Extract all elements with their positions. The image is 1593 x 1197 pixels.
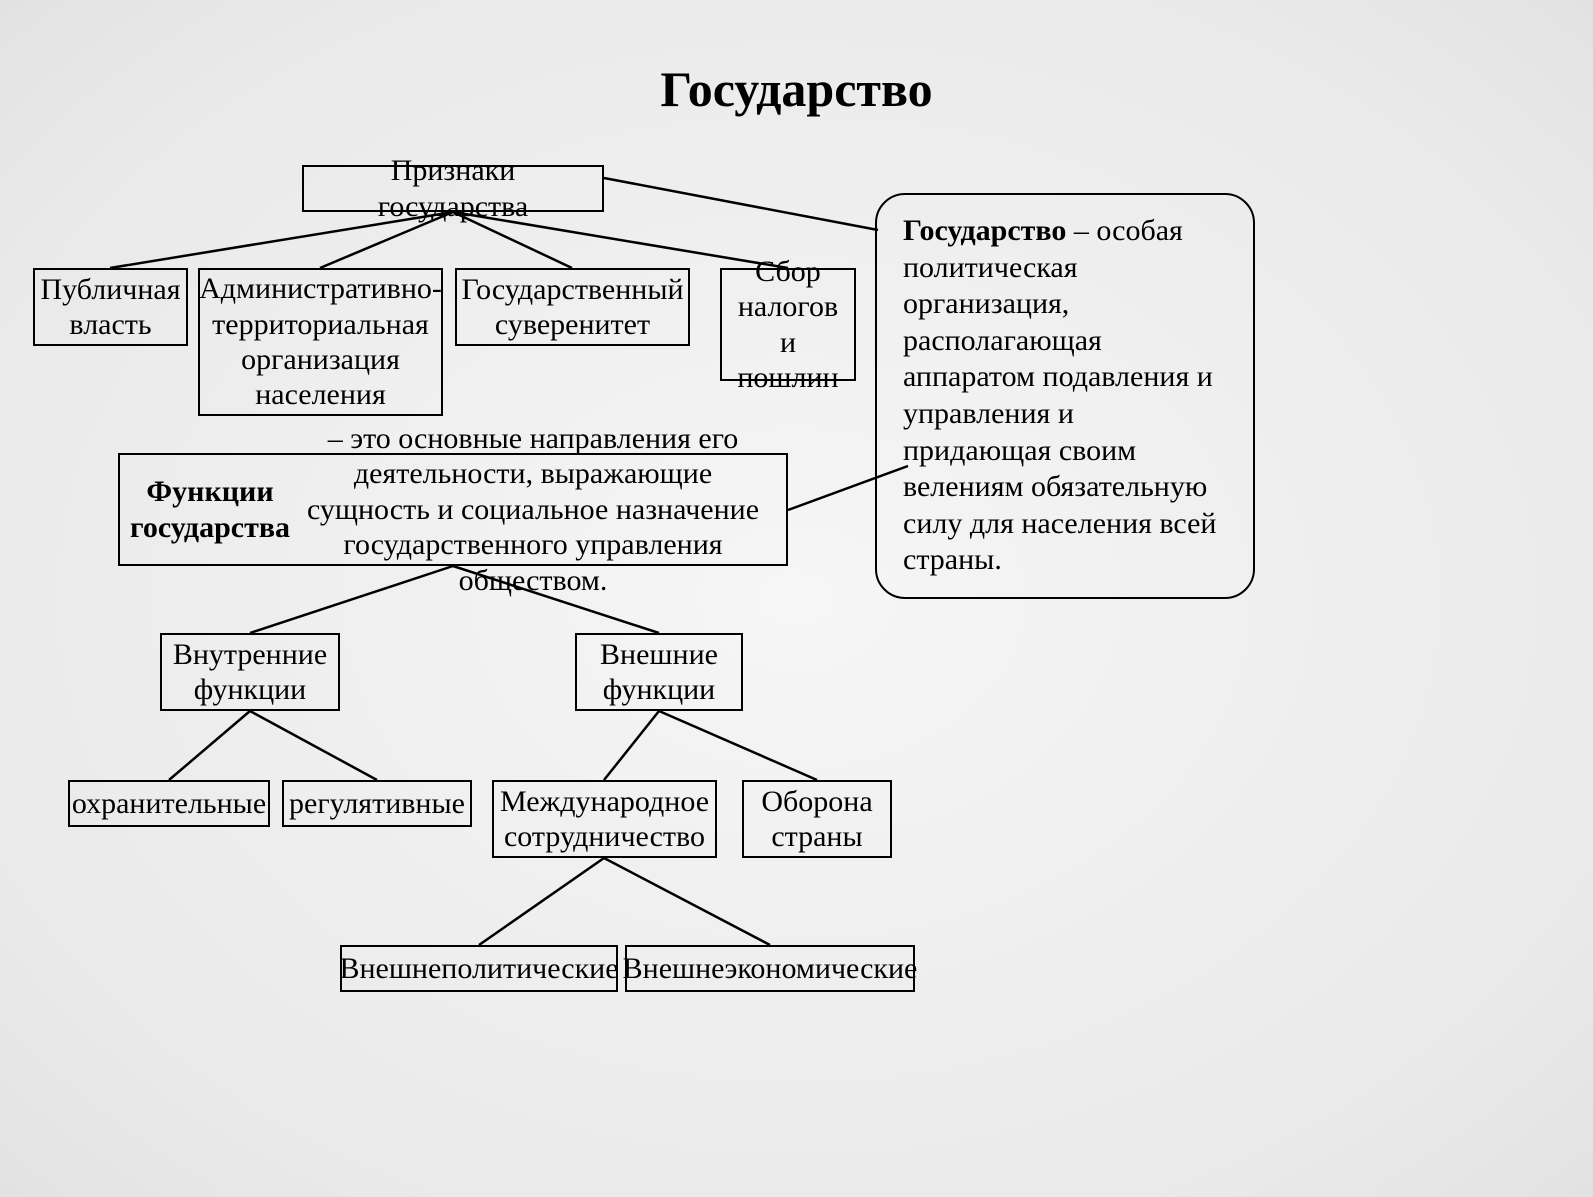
node-attr-sovereignty: Государственный суверенитет	[455, 268, 690, 346]
diagram-stage: Государство Признаки государства Публичн…	[0, 0, 1593, 1197]
node-attr-territorial-org: Административно-территориальная организа…	[198, 268, 443, 416]
callout-definition: Государство – особая политическая органи…	[875, 193, 1255, 599]
diagram-title: Государство	[0, 60, 1593, 118]
node-foreign-economic: Внешнеэкономические	[625, 945, 915, 992]
node-internal-functions: Внутренние функции	[160, 633, 340, 711]
node-external-functions: Внешние функции	[575, 633, 743, 711]
edges-layer	[0, 0, 1593, 1197]
node-attr-public-power: Публичная власть	[33, 268, 188, 346]
node-protective: охранительные	[68, 780, 270, 827]
node-intl-coop: Международное сотрудничество	[492, 780, 717, 858]
node-attributes: Признаки государства	[302, 165, 604, 212]
node-attr-taxes: Сбор налогов и пошлин	[720, 268, 856, 381]
node-foreign-political: Внешнеполитические	[340, 945, 618, 992]
node-functions: Функции государства – это основные напра…	[118, 453, 788, 566]
node-regulatory: регулятивные	[282, 780, 472, 827]
node-defense: Оборона страны	[742, 780, 892, 858]
